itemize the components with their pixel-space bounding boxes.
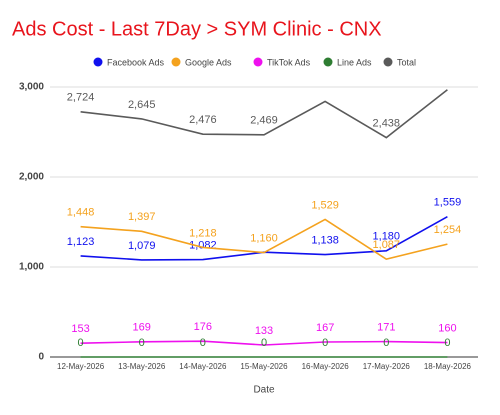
data-label: 1,123	[67, 236, 95, 248]
data-label: 167	[316, 322, 334, 334]
x-tick-label: 18-May-2026	[424, 362, 472, 371]
legend-label: Line Ads	[337, 57, 372, 67]
data-label: 133	[255, 325, 273, 337]
y-tick-label: 0	[38, 352, 44, 363]
y-tick-label: 3,000	[19, 82, 44, 93]
data-label: 2,645	[128, 99, 156, 111]
data-label: 1,079	[128, 240, 156, 252]
data-label: 1,087	[373, 239, 401, 251]
data-label: 1,254	[434, 224, 462, 236]
series-line	[80, 340, 448, 346]
data-label: 0	[444, 337, 450, 349]
series-line	[80, 218, 448, 261]
data-label: 160	[438, 323, 456, 335]
x-axis-label: Date	[253, 385, 275, 396]
chart-title: Ads Cost - Last 7Day > SYM Clinic - CNX	[12, 18, 382, 40]
data-label: 1,218	[189, 227, 217, 239]
x-tick-label: 16-May-2026	[302, 362, 350, 371]
x-tick-label: 17-May-2026	[363, 362, 411, 371]
data-label: 0	[139, 337, 145, 349]
x-tick-label: 12-May-2026	[57, 362, 105, 371]
legend-label: TikTok Ads	[267, 57, 311, 67]
data-label: 0	[200, 337, 206, 349]
data-label: 1,180	[373, 231, 401, 243]
x-tick-label: 15-May-2026	[240, 362, 288, 371]
x-tick-label: 14-May-2026	[179, 362, 227, 371]
data-label: 2,476	[189, 114, 217, 126]
data-label: 0	[383, 337, 389, 349]
data-label: 0	[78, 337, 84, 349]
legend-swatch	[171, 57, 181, 67]
legend-label: Facebook Ads	[107, 57, 165, 67]
y-tick-label: 1,000	[19, 262, 44, 273]
data-label: 169	[133, 322, 151, 334]
legend-label: Total	[397, 57, 416, 67]
x-tick-label: 13-May-2026	[118, 362, 166, 371]
data-label: 1,559	[434, 197, 462, 209]
legend-swatch	[383, 57, 393, 67]
data-label: 1,529	[311, 199, 339, 211]
legend-swatch	[93, 57, 103, 67]
data-label: 2,469	[250, 115, 278, 127]
data-label: 0	[261, 337, 267, 349]
y-tick-label: 2,000	[19, 172, 44, 183]
data-label: 176	[194, 321, 212, 333]
legend-swatch	[323, 57, 333, 67]
data-label: 153	[71, 323, 89, 335]
data-label: 1,160	[250, 233, 278, 245]
data-label: 1,397	[128, 211, 156, 223]
data-label: 171	[377, 322, 395, 334]
legend-label: Google Ads	[185, 57, 232, 67]
data-label: 2,438	[373, 117, 401, 129]
series-line	[80, 89, 448, 139]
data-label: 1,138	[311, 234, 339, 246]
data-label: 0	[322, 337, 328, 349]
data-label: 2,724	[67, 92, 95, 104]
legend-swatch	[253, 57, 263, 67]
data-label: 1,448	[67, 207, 95, 219]
